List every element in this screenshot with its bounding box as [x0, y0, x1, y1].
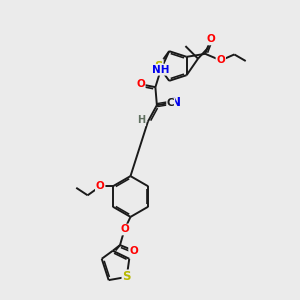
Text: H: H	[137, 115, 145, 125]
Text: N: N	[171, 96, 181, 109]
Text: C: C	[167, 98, 175, 108]
Text: O: O	[129, 245, 138, 256]
Text: O: O	[206, 34, 215, 44]
Text: S: S	[122, 270, 131, 284]
Text: S: S	[154, 59, 163, 73]
Text: O: O	[120, 224, 129, 235]
Text: O: O	[216, 56, 225, 65]
Text: NH: NH	[152, 65, 169, 75]
Text: O: O	[96, 181, 105, 191]
Text: O: O	[136, 79, 145, 89]
